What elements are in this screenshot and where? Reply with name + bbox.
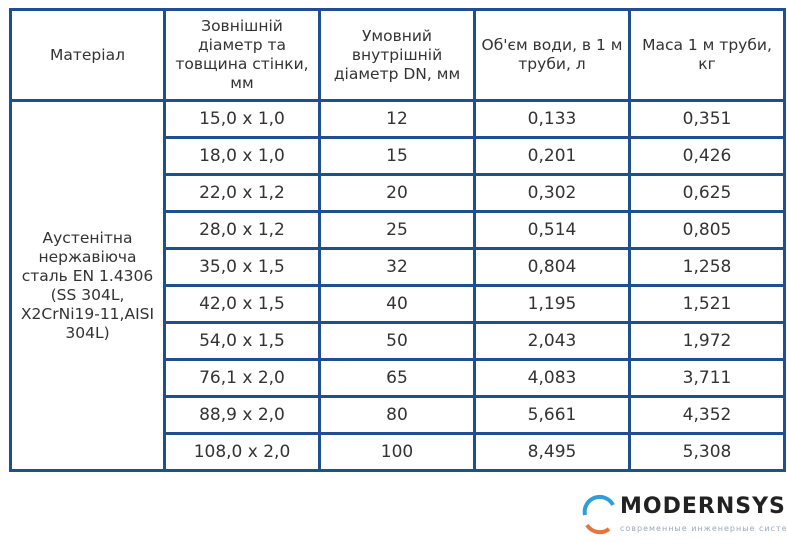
logo-name: MODERNSYS: [620, 494, 786, 519]
outer-diameter-cell: 54,0 x 1,5: [163, 321, 321, 361]
dn-cell: 12: [318, 99, 476, 139]
dn-cell: 32: [318, 247, 476, 287]
table-row: 88,9 x 2,0 80 5,661 4,352: [11, 395, 786, 435]
header-material: Матеріал: [9, 8, 166, 102]
mass-cell: 1,258: [628, 247, 786, 287]
water-volume-cell: 8,495: [473, 432, 631, 472]
header-outer-diameter: Зовнішній діаметр та товщина стінки, мм: [163, 8, 321, 102]
outer-diameter-cell: 22,0 x 1,2: [163, 173, 321, 213]
outer-diameter-cell: 42,0 x 1,5: [163, 284, 321, 324]
table-row: Аустенітна нержавіюча сталь EN 1.4306 (S…: [9, 99, 786, 472]
modernsys-logo: MODERNSYS современные инженерные системы: [580, 490, 787, 540]
outer-diameter-cell: 88,9 x 2,0: [163, 395, 321, 435]
dn-cell: 40: [318, 284, 476, 324]
mass-cell: 0,351: [628, 99, 786, 139]
mass-cell: 1,521: [628, 284, 786, 324]
dn-cell: 20: [318, 173, 476, 213]
water-volume-cell: 4,083: [473, 358, 631, 398]
header-row: Матеріал Зовнішній діаметр та товщина ст…: [9, 8, 786, 102]
table-row: 22,0 x 1,2 20 0,302 0,625: [11, 173, 786, 213]
dn-cell: 100: [318, 432, 476, 472]
header-dn: Умовний внутрішній діаметр DN, мм: [318, 8, 476, 102]
outer-diameter-cell: 18,0 x 1,0: [163, 136, 321, 176]
water-volume-cell: 5,661: [473, 395, 631, 435]
mass-cell: 0,426: [628, 136, 786, 176]
water-volume-cell: 0,133: [473, 99, 631, 139]
logo-ring-icon: [582, 494, 615, 535]
pipe-spec-table: Матеріал Зовнішній діаметр та товщина ст…: [9, 8, 786, 472]
table-row: 35,0 x 1,5 32 0,804 1,258: [11, 247, 786, 287]
logo-tagline: современные инженерные системы: [620, 524, 787, 533]
dn-cell: 25: [318, 210, 476, 250]
outer-diameter-cell: 76,1 x 2,0: [163, 358, 321, 398]
table-row: 28,0 x 1,2 25 0,514 0,805: [11, 210, 786, 250]
mass-cell: 5,308: [628, 432, 786, 472]
outer-diameter-cell: 28,0 x 1,2: [163, 210, 321, 250]
dn-cell: 15: [318, 136, 476, 176]
table-row: 42,0 x 1,5 40 1,195 1,521: [11, 284, 786, 324]
table-row: 18,0 x 1,0 15 0,201 0,426: [11, 136, 786, 176]
table-row: 76,1 x 2,0 65 4,083 3,711: [11, 358, 786, 398]
mass-cell: 4,352: [628, 395, 786, 435]
outer-diameter-cell: 35,0 x 1,5: [163, 247, 321, 287]
water-volume-cell: 0,514: [473, 210, 631, 250]
outer-diameter-cell: 108,0 x 2,0: [163, 432, 321, 472]
mass-cell: 0,625: [628, 173, 786, 213]
outer-diameter-cell: 15,0 x 1,0: [163, 99, 321, 139]
table-row: 108,0 x 2,0 100 8,495 5,308: [11, 432, 786, 472]
table-row: 54,0 x 1,5 50 2,043 1,972: [11, 321, 786, 361]
mass-cell: 0,805: [628, 210, 786, 250]
water-volume-cell: 0,201: [473, 136, 631, 176]
header-mass: Маса 1 м труби, кг: [628, 8, 786, 102]
material-cell: Аустенітна нержавіюча сталь EN 1.4306 (S…: [9, 99, 166, 472]
dn-cell: 50: [318, 321, 476, 361]
water-volume-cell: 0,804: [473, 247, 631, 287]
header-water-volume: Об'єм води, в 1 м труби, л: [473, 8, 631, 102]
mass-cell: 3,711: [628, 358, 786, 398]
water-volume-cell: 2,043: [473, 321, 631, 361]
dn-cell: 65: [318, 358, 476, 398]
water-volume-cell: 0,302: [473, 173, 631, 213]
mass-cell: 1,972: [628, 321, 786, 361]
dn-cell: 80: [318, 395, 476, 435]
water-volume-cell: 1,195: [473, 284, 631, 324]
